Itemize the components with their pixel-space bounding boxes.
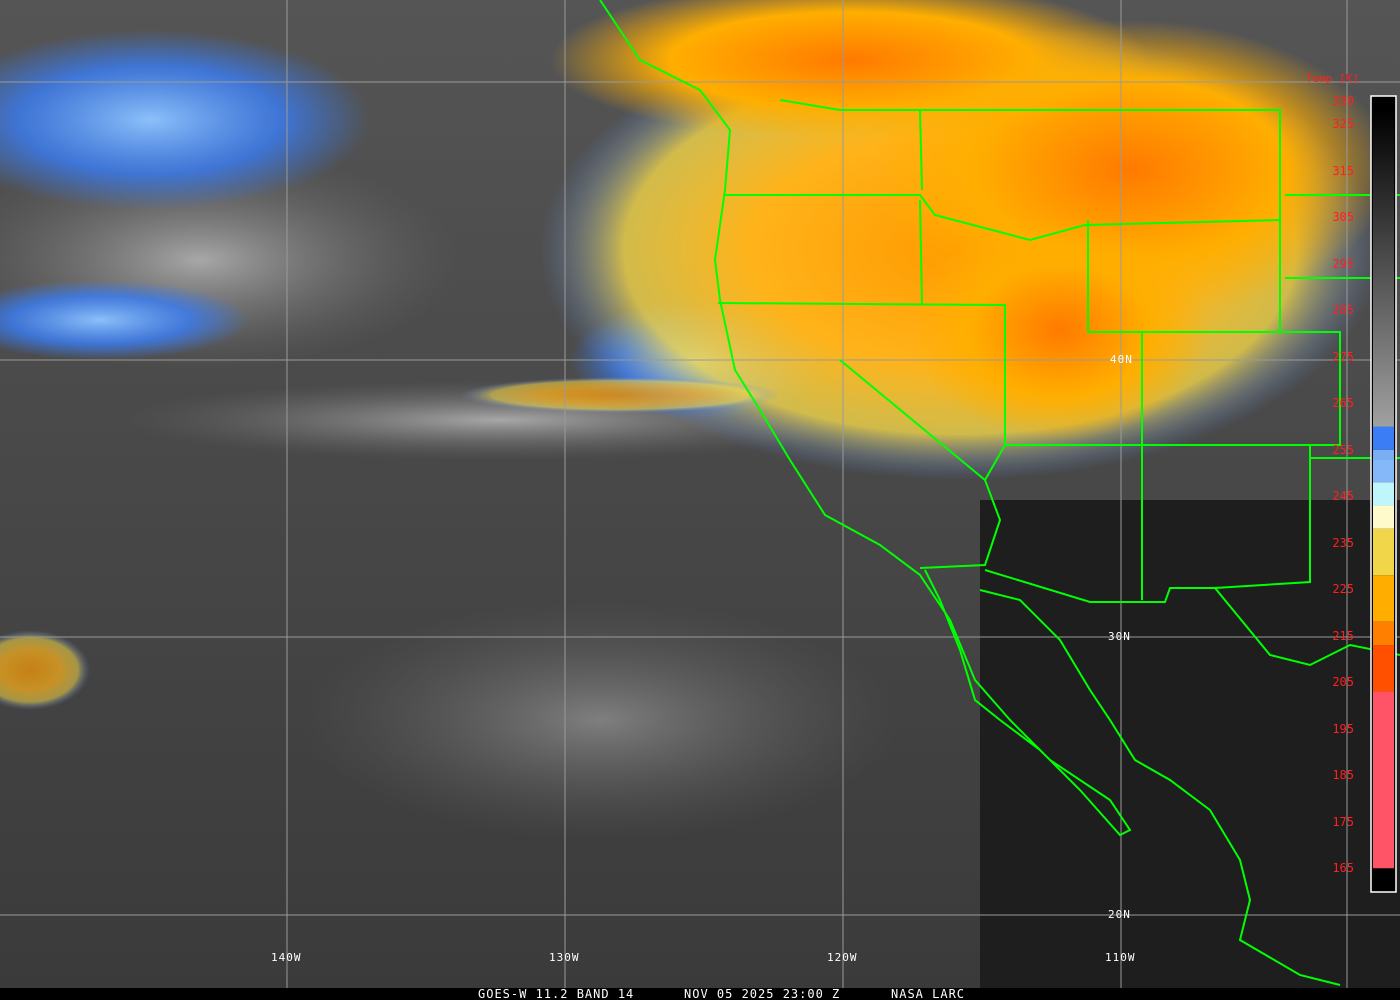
colorbar-tick-label: 245 <box>1332 489 1354 504</box>
colorbar-tick-label: 255 <box>1332 442 1354 457</box>
colorbar-tick-label: 195 <box>1332 721 1354 736</box>
lat-label: 40N <box>1110 353 1133 366</box>
lon-label: 120W <box>827 951 858 964</box>
lat-label: 20N <box>1108 908 1131 921</box>
colorbar-tick-label: 165 <box>1332 861 1354 876</box>
lon-label: 130W <box>549 951 580 964</box>
footer-bar: GOES-W 11.2 BAND 14 NOV 05 2025 23:00 Z … <box>0 988 1400 1000</box>
lon-label: 140W <box>271 951 302 964</box>
colorbar-tick-label: 215 <box>1332 628 1354 643</box>
lat-label: 30N <box>1108 630 1131 643</box>
colorbar-tick-label: 205 <box>1332 675 1354 690</box>
colorbar-tick-label: 185 <box>1332 768 1354 783</box>
satellite-band-label: GOES-W 11.2 BAND 14 <box>478 987 635 1000</box>
colorbar-tick-label: 315 <box>1332 163 1354 178</box>
lon-label: 110W <box>1105 951 1136 964</box>
colorbar-tick-label: 285 <box>1332 303 1354 318</box>
colorbar-tick-label: 225 <box>1332 582 1354 597</box>
colorbar-tick-label: 305 <box>1332 210 1354 225</box>
colorbar-title: Temp [K] <box>1306 72 1359 85</box>
source-label: NASA LARC <box>891 987 966 1000</box>
colorbar-tick-label: 330 <box>1332 94 1354 108</box>
colorbar-tick-label: 295 <box>1332 256 1354 271</box>
colorbar-tick-label: 275 <box>1332 349 1354 364</box>
colorbar-tick-label: 265 <box>1332 396 1354 411</box>
colorbar-tick-label: 235 <box>1332 535 1354 550</box>
colorbar-tick-label: 175 <box>1332 814 1354 829</box>
colorbar-tick-label: 325 <box>1332 117 1354 132</box>
timestamp-label: NOV 05 2025 23:00 Z <box>684 987 841 1000</box>
